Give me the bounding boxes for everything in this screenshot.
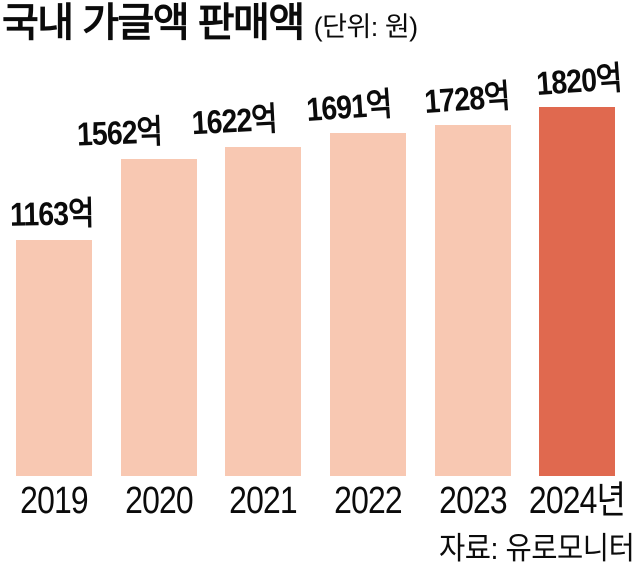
bar-value-label: 1562억 <box>75 112 163 153</box>
bar-value-label: 1820억 <box>535 59 623 102</box>
bar <box>16 240 92 476</box>
bar <box>434 125 511 476</box>
bar-value-label: 1728억 <box>422 77 511 120</box>
bar-value-label: 1163억 <box>9 194 94 233</box>
x-axis-label: 2023 <box>438 480 507 522</box>
unit-label: (단위: 원) <box>313 12 419 42</box>
bar <box>120 159 197 476</box>
bar <box>539 107 616 476</box>
source-label: 자료: 유로모니터 <box>438 531 635 566</box>
x-axis-label: 2020 <box>124 480 193 522</box>
bar <box>225 147 302 476</box>
x-axis-label: 2022 <box>334 480 402 522</box>
x-axis-label: 2019 <box>20 480 88 522</box>
bar <box>329 133 406 476</box>
bar-chart: 1163억 1562억 1622억 1691억 1728억 1820억 <box>9 59 623 476</box>
x-axis-label: 2024년 <box>529 480 626 522</box>
x-axis: 2019 2020 2021 2022 2023 2024년 <box>0 482 635 522</box>
bar-value-label: 1622억 <box>191 99 278 142</box>
bar-value-label: 1691억 <box>305 85 393 128</box>
x-axis-label: 2021 <box>229 480 298 522</box>
chart-title: 국내 가글액 판매액 <box>2 1 305 45</box>
chart-header: 국내 가글액 판매액 (단위: 원) <box>2 1 418 45</box>
